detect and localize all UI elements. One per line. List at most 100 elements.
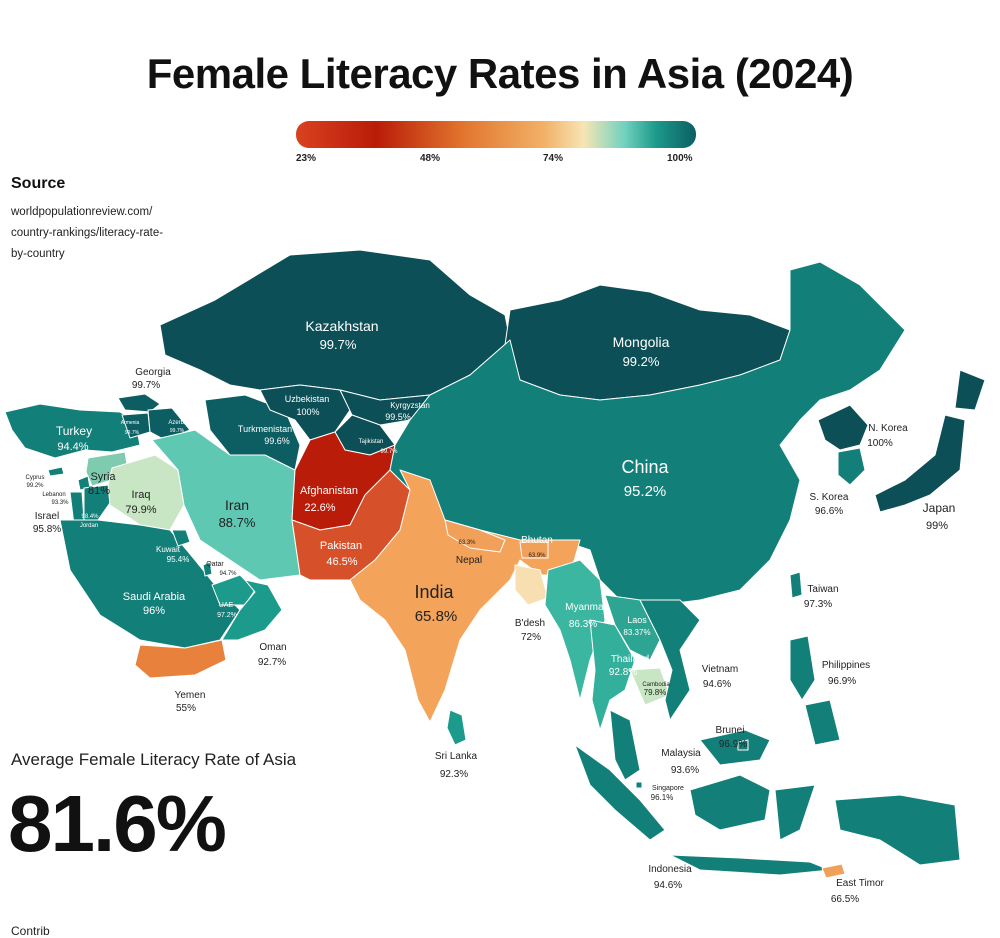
value-uzbekistan: 100% <box>296 407 319 417</box>
label-east-timor: East Timor <box>836 878 884 889</box>
value-turkey: 94.4% <box>57 441 88 453</box>
label-oman: Oman <box>259 642 286 653</box>
label-kyrgyzstan: Kyrgyzstan <box>390 401 430 410</box>
country-myanmar <box>544 559 606 701</box>
value-armenia: 99.7% <box>125 430 140 436</box>
country-taiwan <box>789 571 803 599</box>
country-philippines <box>789 635 841 746</box>
country-sri-lanka <box>446 709 467 746</box>
label-jordan: Jordan <box>80 523 98 529</box>
country-nepal <box>444 519 506 553</box>
country-oman <box>221 579 283 641</box>
country-japan <box>874 369 986 513</box>
label-china: China <box>621 457 669 477</box>
country-georgia <box>117 393 161 413</box>
value-syria: 81% <box>88 485 110 497</box>
label-iran: Iran <box>225 497 249 513</box>
value-brunei: 96.9% <box>719 739 747 750</box>
label-lebanon: Lebanon <box>42 492 65 498</box>
label-brunei: Brunei <box>716 725 745 736</box>
label-south-korea: S. Korea <box>810 492 849 503</box>
label-mongolia: Mongolia <box>613 334 670 350</box>
source-line-3: by-country <box>11 248 65 260</box>
map-title: Female Literacy Rates in Asia (2024) <box>146 50 854 97</box>
country-vietnam <box>639 599 701 721</box>
value-kazakhstan: 99.7% <box>320 337 357 352</box>
value-israel: 95.8% <box>33 524 61 535</box>
value-tajikistan: 99.7% <box>380 449 398 455</box>
value-thailand: 92.8% <box>609 667 637 678</box>
label-nepal: Nepal <box>456 555 482 566</box>
label-philippines: Philippines <box>822 660 870 671</box>
value-mongolia: 99.2% <box>623 354 660 369</box>
country-bhutan <box>519 541 549 559</box>
label-azerbaijan: Azerb. <box>168 420 186 426</box>
value-sri-lanka: 92.3% <box>440 769 468 780</box>
value-jordan: 98.4% <box>81 514 99 520</box>
label-sri-lanka: Sri Lanka <box>435 751 478 762</box>
value-pakistan: 46.5% <box>326 556 357 568</box>
country-jordan <box>83 484 113 521</box>
value-saudi-arabia: 96% <box>143 605 165 617</box>
label-vietnam: Vietnam <box>702 664 739 675</box>
country-turkey <box>4 403 141 459</box>
value-kyrgyzstan: 99.5% <box>385 412 411 422</box>
label-laos: Laos <box>627 615 647 625</box>
value-vietnam: 94.6% <box>703 679 731 690</box>
legend-tick-74: 74% <box>543 153 564 164</box>
country-yemen <box>134 639 227 679</box>
label-thailand: Thailand <box>611 654 649 665</box>
label-singapore: Singapore <box>652 785 684 792</box>
value-japan: 99% <box>926 520 948 532</box>
label-north-korea: N. Korea <box>868 423 908 434</box>
value-laos: 83.37% <box>623 628 650 637</box>
value-indonesia: 94.6% <box>654 880 682 891</box>
color-scale-bar <box>296 121 696 148</box>
label-myanmar: Myanmar <box>565 602 607 613</box>
country-indonesia <box>574 744 961 876</box>
value-iran: 88.7% <box>219 515 256 530</box>
label-syria: Syria <box>90 471 116 483</box>
value-singapore: 96.1% <box>651 793 674 802</box>
average-label: Average Female Literacy Rate of Asia <box>11 750 297 769</box>
label-saudi-arabia: Saudi Arabia <box>123 591 186 603</box>
country-malaysia <box>609 709 771 781</box>
value-philippines: 96.9% <box>828 676 856 687</box>
label-japan: Japan <box>923 501 956 515</box>
value-myanmar: 86.3% <box>569 619 597 630</box>
label-qatar: Qatar <box>206 561 224 568</box>
country-singapore <box>635 781 643 789</box>
country-south-korea <box>837 447 866 486</box>
source-line-1: worldpopulationreview.com/ <box>11 206 153 218</box>
value-afghanistan: 22.6% <box>304 502 335 514</box>
value-turkmenistan: 99.6% <box>264 436 290 446</box>
value-qatar: 94.7% <box>219 571 237 577</box>
value-bangladesh: 72% <box>521 632 541 643</box>
label-uae: UAE <box>219 602 234 609</box>
value-taiwan: 97.3% <box>804 599 832 610</box>
source-line-2: country-rankings/literacy-rate- <box>11 227 164 239</box>
label-malaysia: Malaysia <box>661 748 701 759</box>
legend-tick-min: 23% <box>296 153 317 164</box>
value-azerbaijan: 99.7% <box>170 428 185 434</box>
legend-tick-48: 48% <box>420 153 441 164</box>
country-kuwait <box>171 529 191 547</box>
label-turkmenistan: Turkmenistan <box>238 424 292 434</box>
value-cyprus: 99.2% <box>26 483 44 489</box>
label-iraq: Iraq <box>132 489 151 501</box>
value-south-korea: 96.6% <box>815 506 843 517</box>
value-cambodia: 79.8% <box>644 688 667 697</box>
label-indonesia: Indonesia <box>648 864 692 875</box>
country-bangladesh <box>514 564 549 606</box>
value-lebanon: 93.3% <box>51 500 69 506</box>
value-north-korea: 100% <box>867 438 893 449</box>
value-iraq: 79.9% <box>125 504 156 516</box>
label-cambodia: Cambodia <box>642 682 670 688</box>
label-armenia: Armenia <box>121 420 140 426</box>
value-india: 65.8% <box>415 608 458 625</box>
source-heading: Source <box>11 175 66 192</box>
label-georgia: Georgia <box>135 367 171 378</box>
footer-partial-text: Contrib <box>11 924 50 938</box>
value-yemen: 55% <box>176 703 196 714</box>
